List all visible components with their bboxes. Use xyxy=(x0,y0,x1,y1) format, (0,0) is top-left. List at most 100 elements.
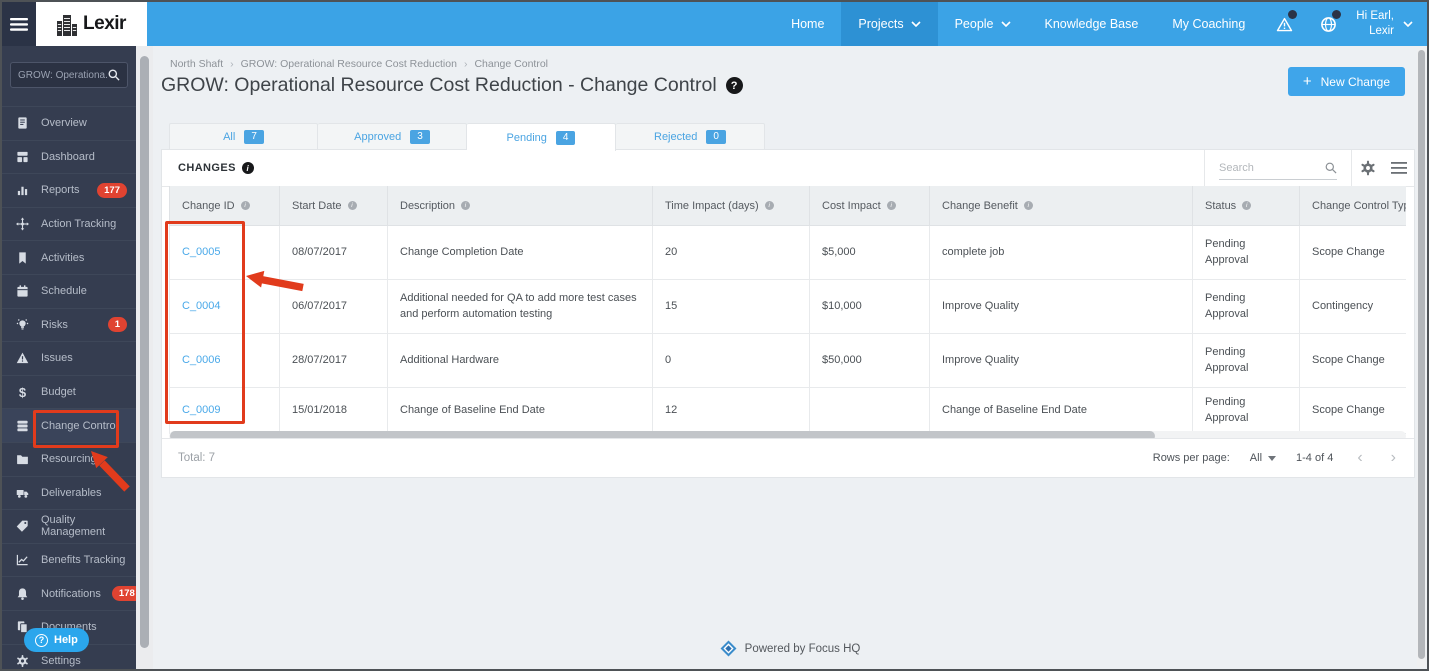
tab-pending[interactable]: Pending 4 xyxy=(467,123,616,151)
project-filter[interactable] xyxy=(10,62,128,88)
sidebar-scrollbar-thumb[interactable] xyxy=(140,56,149,648)
col-change-benefit[interactable]: Change Benefit xyxy=(942,199,1018,212)
nav-knowledge-base[interactable]: Knowledge Base xyxy=(1044,17,1139,31)
table-horizontal-scrollbar-thumb[interactable] xyxy=(170,431,1155,441)
status-cell: Pending Approval xyxy=(1192,226,1299,279)
sidebar-item-benefits-tracking[interactable]: Benefits Tracking xyxy=(2,542,136,577)
change-benefit-cell: Change of Baseline End Date xyxy=(929,388,1192,433)
col-change-id[interactable]: Change ID xyxy=(182,199,235,212)
column-info-icon[interactable]: i xyxy=(1023,201,1033,210)
action-tracking-icon xyxy=(15,217,30,231)
change-id-link[interactable]: C_0005 xyxy=(182,245,221,258)
toolbar-divider xyxy=(1351,150,1352,186)
col-time-impact[interactable]: Time Impact (days) xyxy=(665,199,759,212)
sidebar-item-risks[interactable]: Risks 1 xyxy=(2,307,136,342)
tab-rejected-count: 0 xyxy=(706,129,726,144)
column-info-icon[interactable]: i xyxy=(764,201,774,210)
notifications-count-badge: 178 xyxy=(111,586,136,602)
tab-approved-count: 3 xyxy=(410,129,430,144)
column-info-icon[interactable]: i xyxy=(1242,201,1252,210)
change-id-link[interactable]: C_0009 xyxy=(182,403,221,416)
breadcrumb-project[interactable]: GROW: Operational Resource Cost Reductio… xyxy=(240,58,457,70)
col-change-control-type[interactable]: Change Control Type xyxy=(1312,199,1406,212)
chevron-down-icon xyxy=(911,21,921,27)
sidebar-item-schedule[interactable]: Schedule xyxy=(2,273,136,308)
main-scrollbar-thumb[interactable] xyxy=(1418,50,1425,659)
user-menu[interactable]: Hi Earl, Lexir xyxy=(1350,2,1427,46)
sidebar-scrollbar-track[interactable] xyxy=(136,46,153,669)
sidebar-item-notifications[interactable]: Notifications 178 xyxy=(2,576,136,610)
column-info-icon[interactable]: i xyxy=(240,201,250,210)
globe-button[interactable] xyxy=(1306,2,1350,46)
col-status[interactable]: Status xyxy=(1205,199,1237,212)
sidebar-item-activities[interactable]: Activities xyxy=(2,240,136,274)
next-page-button[interactable]: › xyxy=(1390,449,1396,466)
column-info-icon[interactable]: i xyxy=(347,201,357,210)
alerts-button[interactable] xyxy=(1262,2,1306,46)
time-impact-cell: 0 xyxy=(652,334,809,387)
alerts-dot-badge xyxy=(1288,10,1298,19)
sidebar: Overview Dashboard Reports 177 Action Tr… xyxy=(2,46,136,669)
start-date-cell: 15/01/2018 xyxy=(279,388,387,433)
project-filter-input[interactable] xyxy=(18,69,108,81)
column-info-icon[interactable]: i xyxy=(461,201,471,210)
change-benefit-cell: Improve Quality xyxy=(929,334,1192,387)
sidebar-item-dashboard[interactable]: Dashboard xyxy=(2,139,136,174)
sidebar-item-resourcing[interactable]: Resourcing xyxy=(2,441,136,476)
change-id-link[interactable]: C_0004 xyxy=(182,299,221,312)
time-impact-cell: 15 xyxy=(652,280,809,333)
table-footer: Total: 7 Rows per page: All 1-4 of 4 ‹ › xyxy=(162,438,1414,477)
col-cost-impact[interactable]: Cost Impact xyxy=(822,199,881,212)
nav-my-coaching[interactable]: My Coaching xyxy=(1172,17,1246,31)
table-horizontal-scrollbar-track[interactable] xyxy=(169,431,1406,441)
time-impact-cell: 20 xyxy=(652,226,809,279)
col-start-date[interactable]: Start Date xyxy=(292,199,342,212)
change-control-icon xyxy=(15,419,30,433)
hamburger-menu-button[interactable] xyxy=(2,2,36,46)
sidebar-item-reports[interactable]: Reports 177 xyxy=(2,173,136,207)
breadcrumb-change-control[interactable]: Change Control xyxy=(474,58,548,70)
col-description[interactable]: Description xyxy=(400,199,456,212)
table-settings-button[interactable] xyxy=(1352,160,1383,176)
column-info-icon[interactable]: i xyxy=(886,201,896,210)
table-search-input[interactable] xyxy=(1219,161,1321,174)
change-control-type-cell: Scope Change xyxy=(1299,226,1406,279)
sidebar-item-issues[interactable]: Issues xyxy=(2,341,136,375)
nav-home[interactable]: Home xyxy=(791,17,825,31)
sidebar-item-budget[interactable]: $ Budget xyxy=(2,374,136,409)
nav-projects[interactable]: Projects xyxy=(841,2,938,46)
powered-by-footer: Powered by Focus HQ xyxy=(153,640,1427,657)
sidebar-item-deliverables[interactable]: Deliverables xyxy=(2,475,136,510)
new-change-button[interactable]: + New Change xyxy=(1287,67,1405,96)
rows-per-page-select[interactable]: All xyxy=(1250,452,1277,464)
breadcrumb: North Shaft › GROW: Operational Resource… xyxy=(170,58,548,70)
tab-all-count: 7 xyxy=(244,129,264,144)
sidebar-item-quality-management[interactable]: Quality Management xyxy=(2,509,136,543)
risks-icon xyxy=(15,318,30,332)
tab-all[interactable]: All 7 xyxy=(169,123,318,150)
sidebar-item-overview[interactable]: Overview xyxy=(2,106,136,140)
breadcrumb-north-shaft[interactable]: North Shaft xyxy=(170,58,224,70)
table-header-row: Change ID i Start Date i Description i Time… xyxy=(169,186,1406,226)
help-button[interactable]: ? Help xyxy=(24,628,89,652)
changes-info-icon[interactable]: i xyxy=(241,162,254,174)
breadcrumb-separator: › xyxy=(230,58,234,70)
change-control-type-cell: Contingency xyxy=(1299,280,1406,333)
page-title: GROW: Operational Resource Cost Reductio… xyxy=(161,74,743,97)
sidebar-item-change-control[interactable]: Change Control xyxy=(2,408,136,442)
sidebar-item-action-tracking[interactable]: Action Tracking xyxy=(2,206,136,241)
changes-title: CHANGES xyxy=(178,162,236,174)
table-menu-button[interactable] xyxy=(1383,162,1414,174)
previous-page-button[interactable]: ‹ xyxy=(1357,449,1363,466)
main-scrollbar-track[interactable] xyxy=(1417,48,1426,667)
toolbar-divider xyxy=(1204,150,1205,186)
tab-approved[interactable]: Approved 3 xyxy=(318,123,467,150)
change-id-link[interactable]: C_0006 xyxy=(182,353,221,366)
lexir-logo[interactable]: Lexir xyxy=(36,2,147,46)
tab-rejected[interactable]: Rejected 0 xyxy=(616,123,765,150)
table-row: C_0004 06/07/2017 Additional needed for … xyxy=(169,280,1406,334)
search-icon xyxy=(1325,162,1337,174)
title-help-icon[interactable]: ? xyxy=(725,77,743,94)
gear-icon xyxy=(1360,160,1375,176)
nav-people[interactable]: People xyxy=(938,2,1028,46)
